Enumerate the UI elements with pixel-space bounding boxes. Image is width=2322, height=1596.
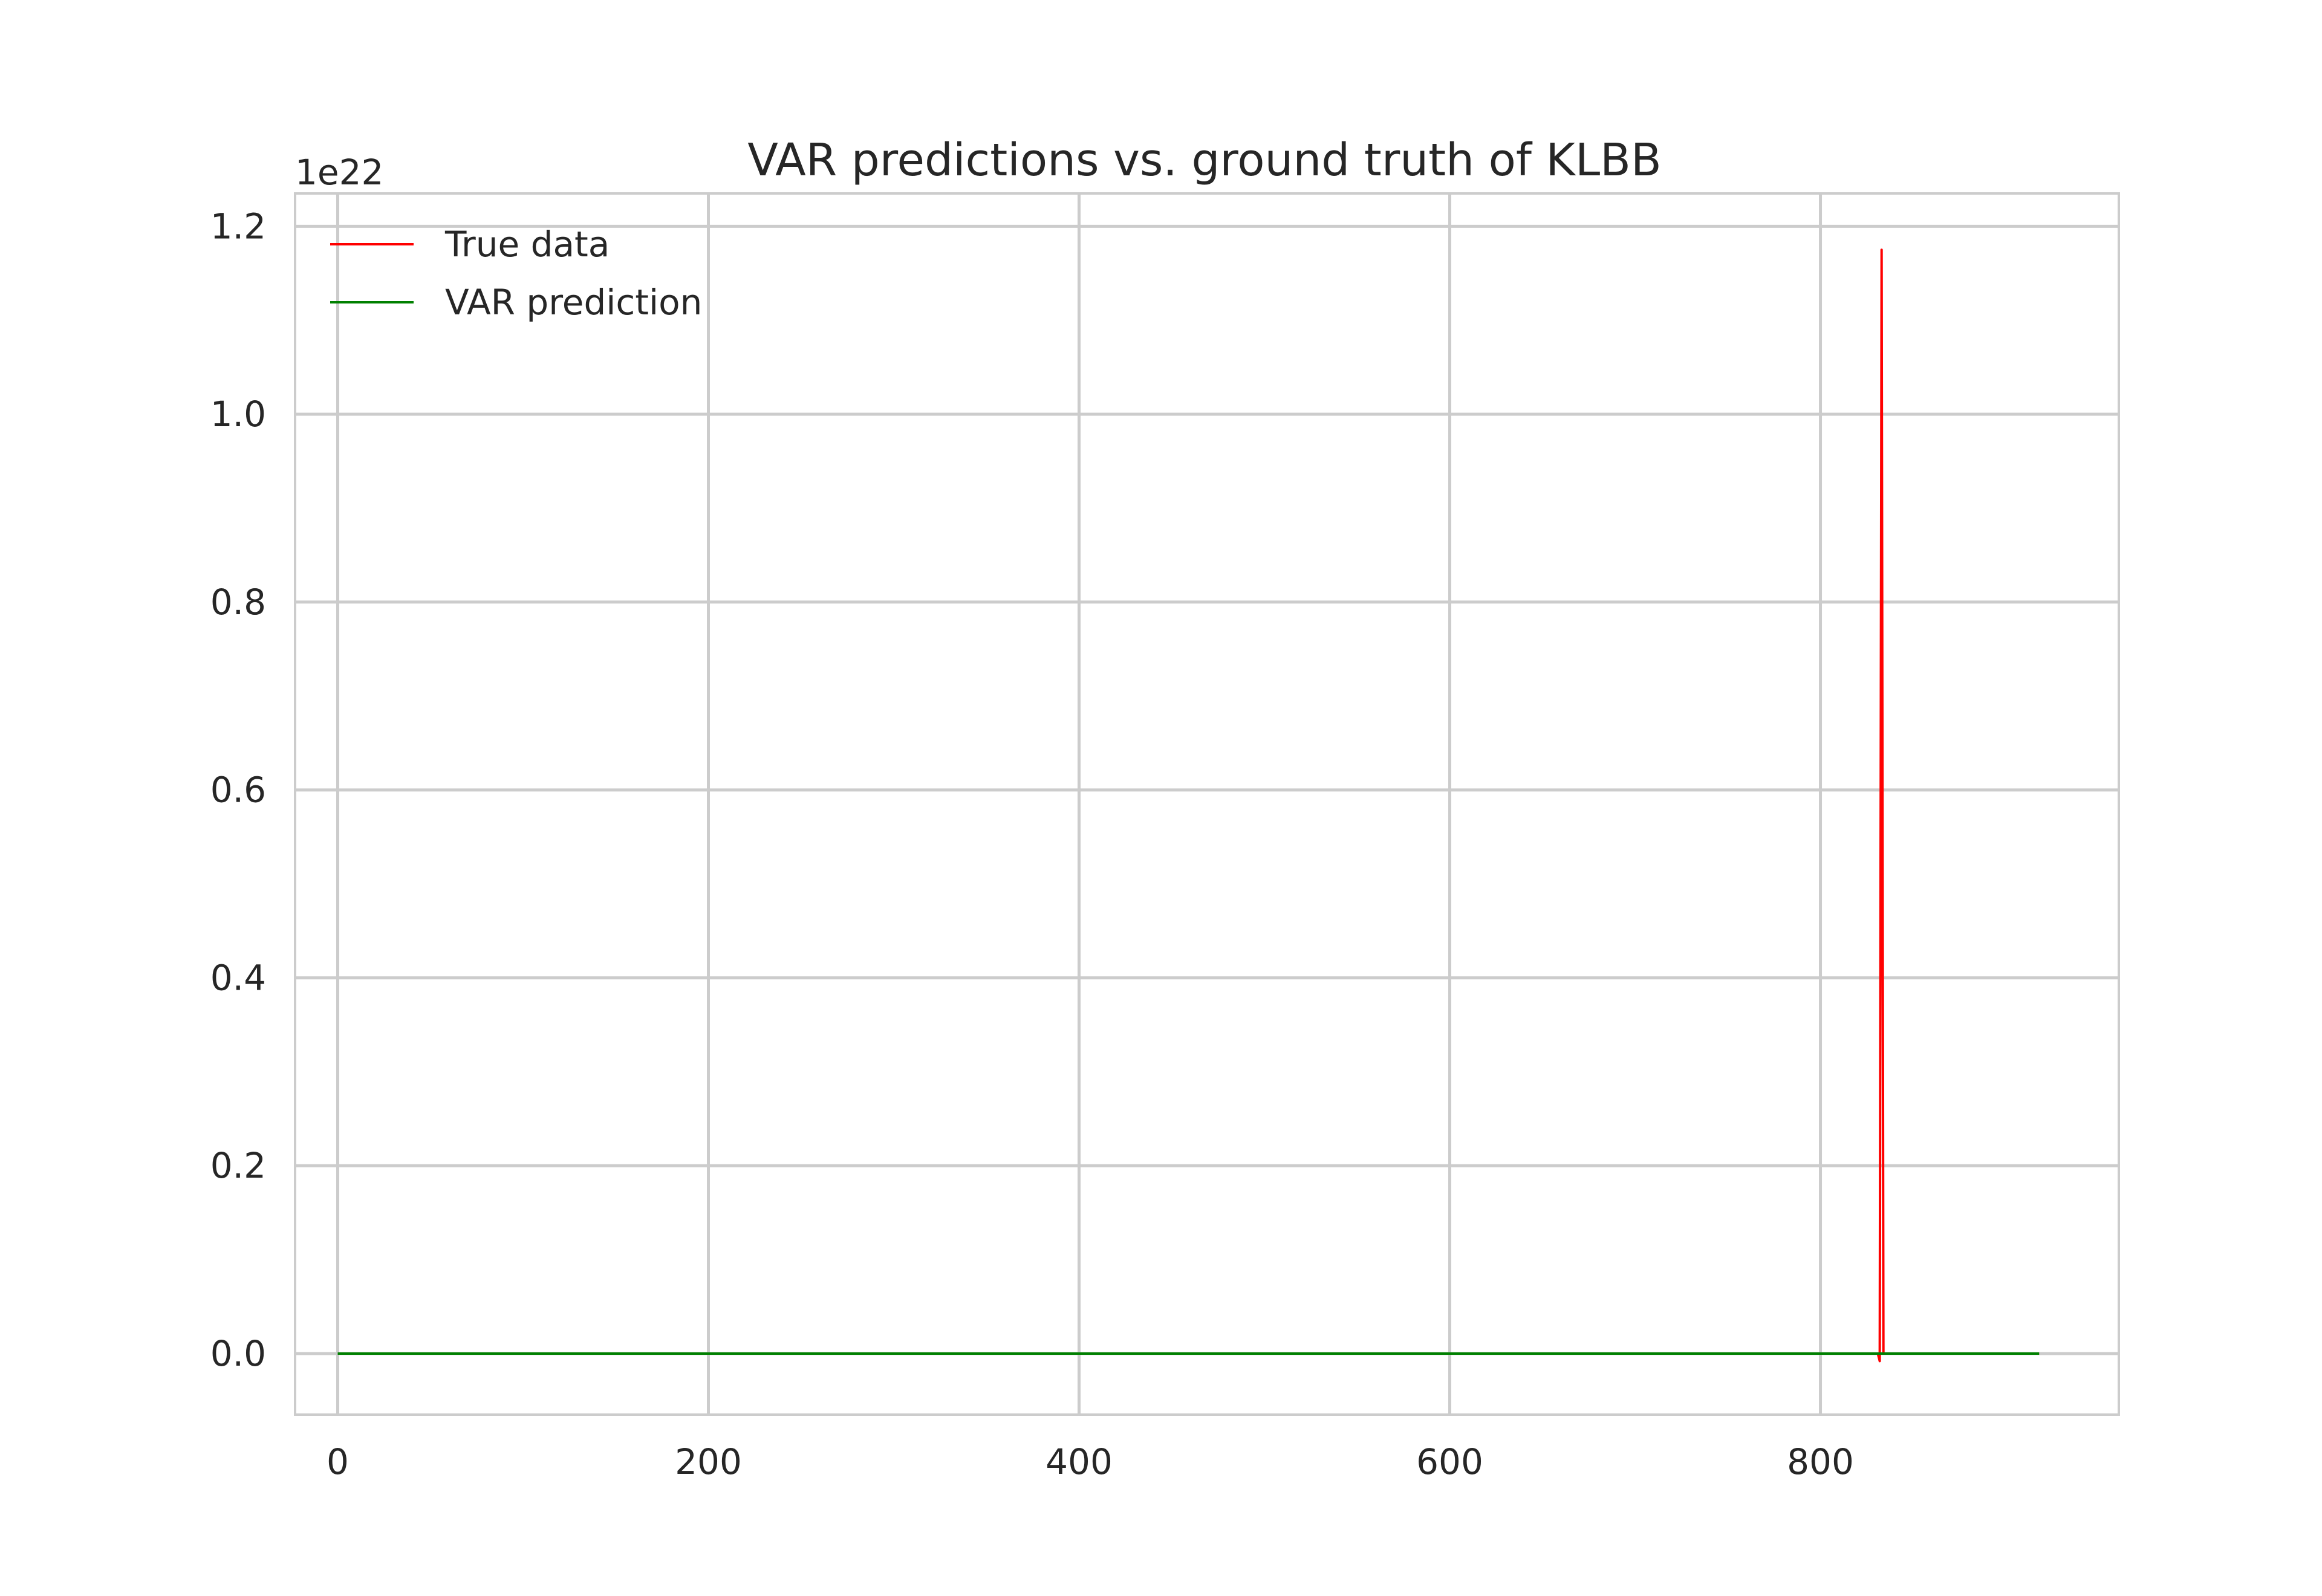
y-tick-label: 0.4 (210, 957, 266, 998)
x-tick-label: 600 (1416, 1441, 1483, 1482)
legend: True data VAR prediction (330, 224, 702, 323)
y-tick-label: 0.2 (210, 1145, 266, 1186)
chart-title: VAR predictions vs. ground truth of KLBB (747, 134, 1661, 186)
y-tick-label: 1.0 (210, 394, 266, 435)
y-offset-label: 1e22 (295, 152, 383, 193)
grid (295, 193, 2119, 1415)
x-tick-label: 200 (675, 1441, 742, 1482)
x-tick-label: 400 (1046, 1441, 1113, 1482)
plot-frame (294, 192, 2120, 1416)
y-tick-label: 0.8 (210, 582, 266, 623)
y-axis-ticks: 0.0 0.2 0.4 0.6 0.8 1.0 1.2 (210, 206, 266, 1374)
x-tick-label: 800 (1787, 1441, 1854, 1482)
y-tick-label: 0.6 (210, 770, 266, 811)
series-group (337, 248, 2040, 1363)
y-tick-label: 0.0 (210, 1333, 266, 1374)
legend-label-true-data: True data (444, 224, 610, 265)
legend-label-var-prediction: VAR prediction (445, 282, 702, 323)
series-line-true-data (337, 248, 2040, 1363)
x-axis-ticks: 0 200 400 600 800 (327, 1441, 1854, 1482)
y-tick-label: 1.2 (210, 206, 266, 247)
x-tick-label: 0 (327, 1441, 349, 1482)
